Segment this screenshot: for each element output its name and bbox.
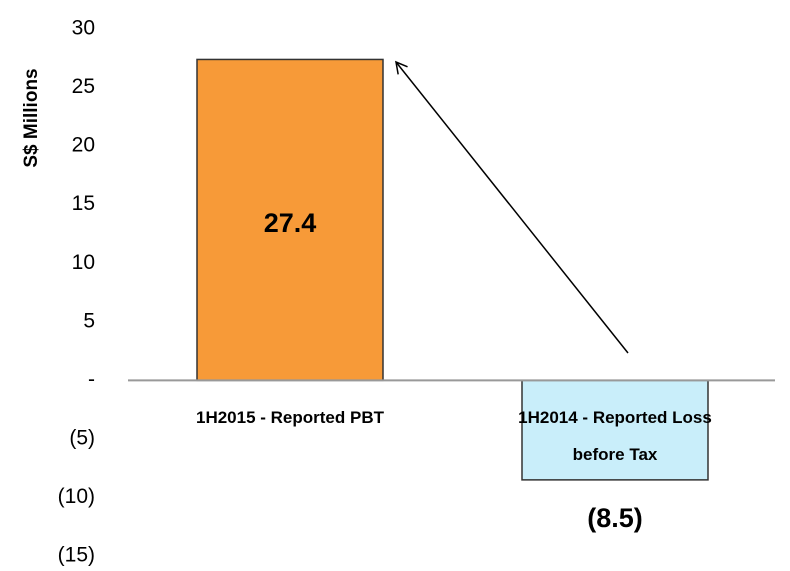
y-tick-label: (15) xyxy=(58,544,95,567)
y-tick-label: 10 xyxy=(72,251,95,274)
bar xyxy=(521,379,709,481)
value-label: (8.5) xyxy=(587,503,643,533)
y-tick-label: 25 xyxy=(72,75,95,98)
x-tick-label: 1H2015 - Reported PBT xyxy=(196,408,384,427)
value-label: 27.4 xyxy=(264,208,317,238)
y-tick-label: 30 xyxy=(72,17,95,40)
y-tick-label: 15 xyxy=(72,192,95,215)
annotation-arrow xyxy=(395,60,629,354)
y-tick-label: (5) xyxy=(69,426,95,449)
y-tick-label: (10) xyxy=(58,485,95,508)
y-tick-label: 5 xyxy=(83,309,95,332)
bar xyxy=(196,58,384,382)
y-tick-label: 20 xyxy=(72,134,95,157)
y-tick-label: - xyxy=(88,368,95,391)
y-axis-label: S$ Millions xyxy=(21,68,42,167)
x-tick-label: 1H2014 - Reported Loss before Tax xyxy=(518,408,712,464)
